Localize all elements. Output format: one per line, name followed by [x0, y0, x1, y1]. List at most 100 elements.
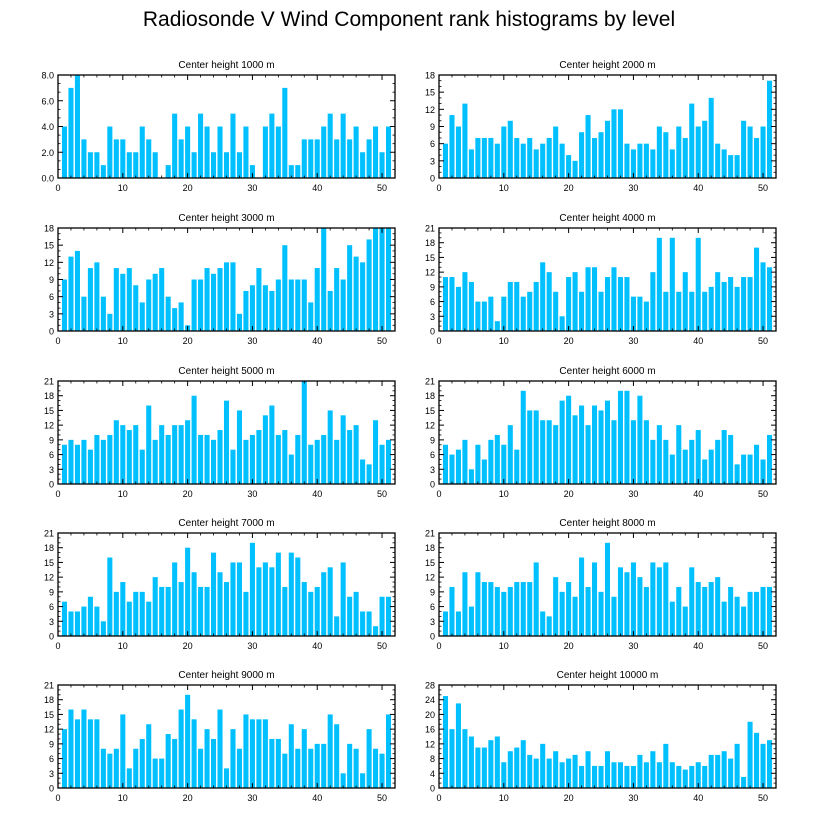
- x-tick-label: 0: [436, 183, 441, 193]
- bar: [663, 132, 669, 178]
- y-tick-label: 0: [49, 327, 54, 337]
- bar: [546, 420, 552, 484]
- bar: [611, 596, 617, 636]
- bar: [514, 449, 520, 484]
- bar: [494, 143, 500, 178]
- bar: [481, 137, 487, 178]
- bar: [754, 591, 760, 636]
- bar: [624, 143, 630, 178]
- bar: [494, 736, 500, 788]
- bar: [494, 586, 500, 636]
- bar: [120, 139, 126, 179]
- bar: [152, 577, 158, 636]
- bar: [295, 434, 301, 484]
- y-tick-label: 18: [425, 543, 435, 553]
- x-tick-label: 40: [693, 183, 703, 193]
- bar: [728, 758, 734, 788]
- bar: [379, 753, 385, 788]
- bar: [650, 149, 656, 178]
- bar: [566, 277, 572, 331]
- bar: [501, 762, 507, 788]
- bar: [275, 552, 281, 636]
- bar: [734, 286, 740, 331]
- bar: [211, 273, 217, 331]
- bar: [107, 753, 113, 788]
- y-tick-label: 0: [430, 480, 435, 490]
- bar: [546, 758, 552, 788]
- x-tick-label: 50: [377, 489, 387, 499]
- bar: [87, 152, 93, 178]
- x-tick-label: 10: [118, 183, 128, 193]
- bar: [617, 277, 623, 331]
- bar: [643, 143, 649, 178]
- bar: [334, 616, 340, 636]
- bar: [721, 751, 727, 788]
- bar: [656, 762, 662, 788]
- panel-title: Center height 1000 m: [178, 60, 274, 71]
- bar: [327, 290, 333, 331]
- bar: [617, 762, 623, 788]
- bar: [572, 272, 578, 331]
- y-tick-label: 15: [44, 241, 54, 251]
- x-tick-label: 50: [758, 793, 768, 803]
- bar: [462, 439, 468, 484]
- bar: [308, 139, 314, 179]
- bar: [747, 126, 753, 178]
- bar: [604, 277, 611, 331]
- bar: [223, 768, 230, 788]
- bar: [455, 611, 461, 636]
- y-tick-label: 3: [49, 617, 54, 627]
- bar: [223, 582, 230, 636]
- bar: [139, 449, 145, 484]
- bar: [449, 115, 455, 178]
- bar: [702, 765, 708, 788]
- bar: [301, 381, 307, 484]
- bar: [617, 390, 623, 484]
- bar: [747, 591, 753, 636]
- x-tick-label: 50: [758, 183, 768, 193]
- x-tick-label: 50: [377, 336, 387, 346]
- bar: [540, 420, 546, 484]
- bar: [533, 562, 539, 636]
- x-tick-label: 30: [628, 183, 638, 193]
- bar: [236, 562, 242, 636]
- y-tick-label: 12: [425, 421, 435, 431]
- bar: [592, 137, 598, 178]
- bar: [321, 572, 327, 636]
- bar: [236, 152, 242, 178]
- bar: [553, 577, 559, 636]
- y-tick-label: 18: [44, 224, 54, 234]
- bar: [256, 430, 262, 484]
- y-tick-label: 6: [430, 139, 435, 149]
- bar: [468, 149, 474, 178]
- bar: [676, 291, 682, 331]
- bar: [178, 425, 184, 484]
- bar: [373, 228, 379, 331]
- panel-3: Center height 3000 m 0 3 6 9 12 15 18 0 10 20 30 40 5…: [44, 213, 396, 346]
- bar: [217, 268, 223, 331]
- bar: [475, 444, 481, 484]
- bar: [185, 420, 191, 484]
- bar: [120, 714, 126, 788]
- bar: [572, 160, 578, 178]
- bar: [533, 758, 539, 788]
- y-tick-label: 21: [44, 377, 54, 387]
- panel-2: Center height 2000 m 0 3 6 9 12 15 18 0 10 20 30 40 5…: [425, 60, 777, 193]
- bar: [702, 586, 708, 636]
- x-tick-label: 40: [312, 336, 322, 346]
- bar: [734, 743, 740, 788]
- bar: [520, 296, 526, 331]
- panel-6: Center height 6000 m 0 3 6 9 12 15 18 21 0 10 20 30 4…: [425, 366, 777, 499]
- bar: [481, 459, 487, 484]
- bar: [308, 444, 314, 484]
- x-tick-label: 40: [693, 641, 703, 651]
- bar: [100, 165, 106, 179]
- y-tick-label: 3: [49, 309, 54, 319]
- x-tick-label: 0: [436, 641, 441, 651]
- bar: [682, 769, 688, 788]
- bar: [546, 272, 552, 331]
- main-title: Radiosonde V Wind Component rank histogr…: [142, 8, 676, 31]
- bar: [598, 410, 604, 484]
- bar: [708, 97, 714, 178]
